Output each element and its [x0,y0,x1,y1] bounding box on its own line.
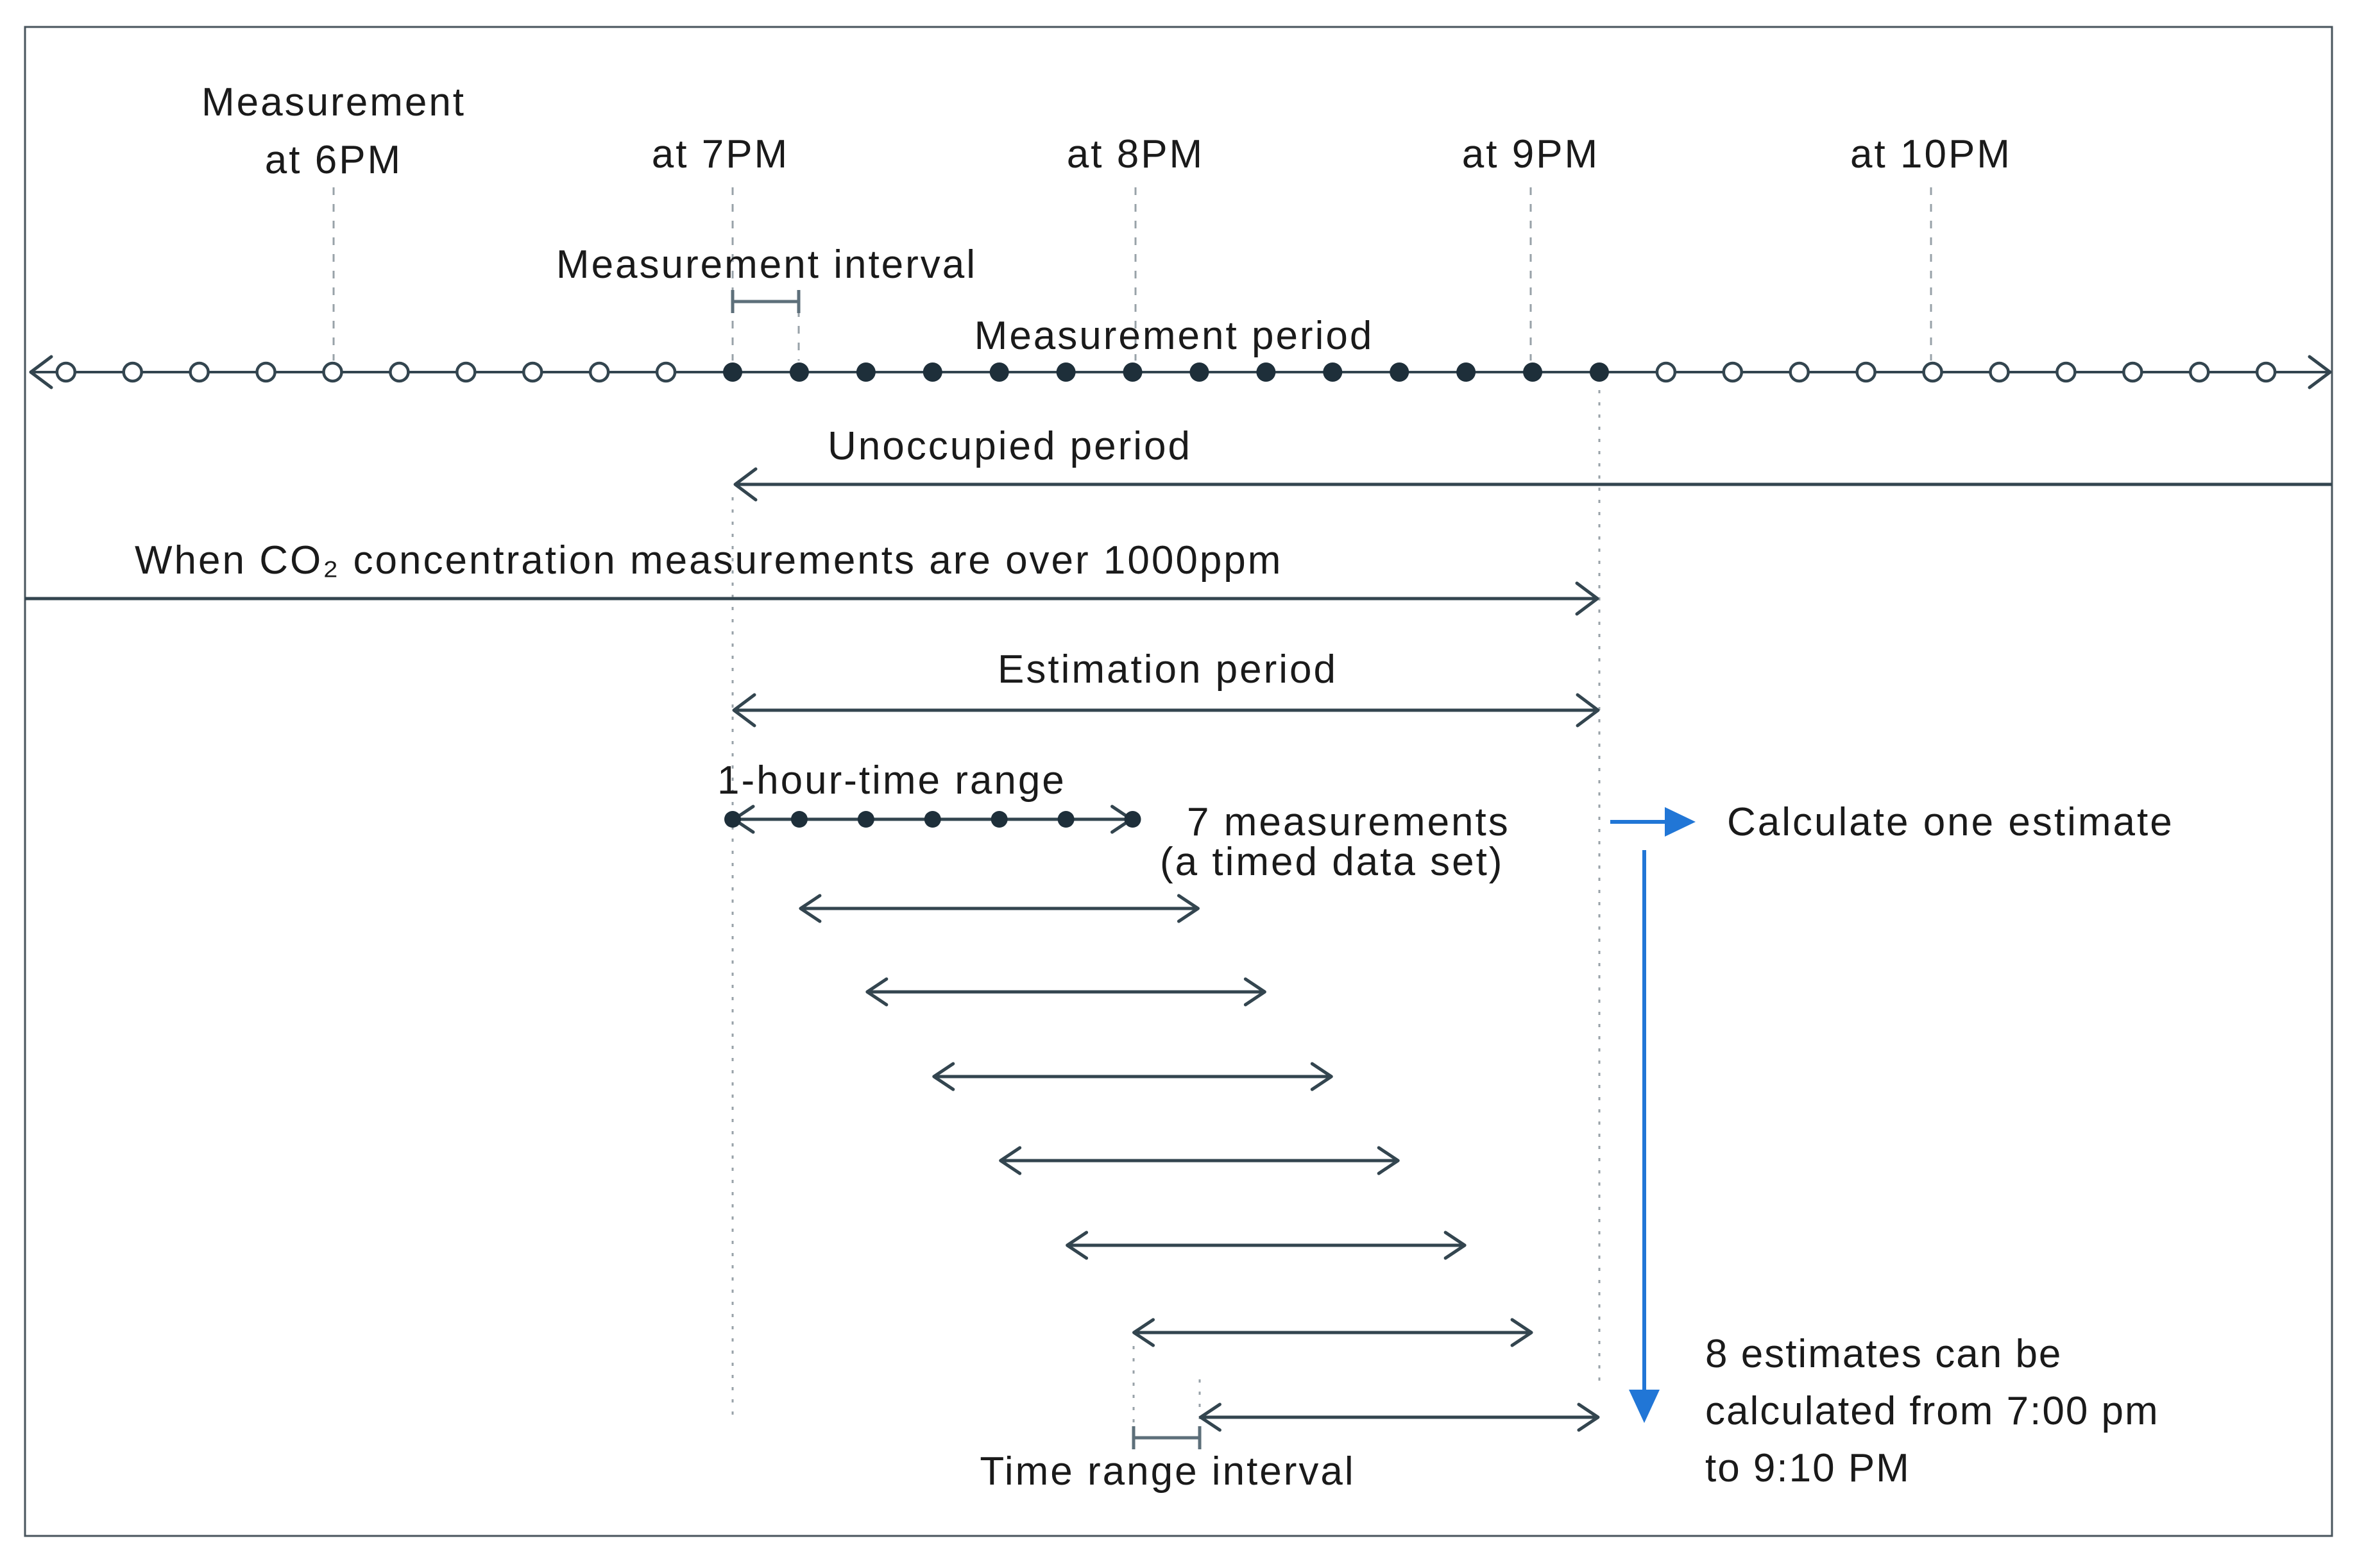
open-measurement-dot [322,361,343,383]
label-co2-condition: When CO₂ concentration measurements are … [135,538,1283,583]
filled-measurement-dot [1589,362,1609,382]
left-arrow-icon [932,1062,955,1091]
label-line: 8 estimates can be [1705,1332,2063,1376]
timeline-axis [29,355,2332,389]
frame-border [24,26,2333,1537]
right-arrow-icon [1577,1402,1600,1432]
left-arrow-icon [1066,1231,1089,1260]
label-line: calculated from 7:00 pm [1705,1389,2159,1433]
right-arrow-icon [1377,1146,1400,1175]
range-measurement-dot [991,811,1008,828]
left-arrow-icon [732,693,756,728]
co2-threshold-arrow [25,581,1599,616]
range-measurement-dot [1124,811,1141,828]
range-measurement-dot [1057,811,1075,828]
measurement-dots-and-ranges [55,361,2277,1432]
estimates-flow-arrow-icon [1629,850,1660,1423]
right-arrow-icon [1575,581,1599,616]
filled-measurement-dot [1323,362,1343,382]
label-estimation-period: Estimation period [997,647,1338,692]
open-measurement-dot [588,361,610,383]
filled-measurement-dot [1256,362,1276,382]
open-measurement-dot [122,361,143,383]
label-calculate-one-estimate: Calculate one estimate [1727,800,2174,844]
label-at-8pm: at 8PM [1066,132,1205,176]
open-measurement-dot [1789,361,1810,383]
filled-measurement-dot [1123,362,1143,382]
label-unoccupied-period: Unoccupied period [827,424,1193,468]
open-measurement-dot [2255,361,2277,383]
open-measurement-dot [522,361,543,383]
left-arrow-icon [865,977,889,1007]
filled-measurement-dot [856,362,876,382]
filled-measurement-dot [1390,362,1409,382]
open-measurement-dot [1989,361,2010,383]
filled-measurement-dot [789,362,809,382]
open-measurement-dot [55,361,77,383]
open-measurement-dot [189,361,210,383]
filled-measurement-dot [989,362,1009,382]
time-guide-lines [332,187,1932,1436]
open-measurement-dot [2055,361,2077,383]
label-1-hour-time-range: 1-hour-time range [717,758,1066,803]
open-measurement-dot [255,361,277,383]
label-8-estimates: 8 estimates can be calculated from 7:00 … [1705,1325,2159,1497]
label-measurement-period: Measurement period [974,314,1374,358]
unoccupied-period-arrow [733,467,2332,502]
right-arrow-icon [1576,693,1600,728]
label-measurement-interval: Measurement interval [556,243,978,287]
right-arrow-icon [1443,1231,1467,1260]
label-line: at 6PM [264,138,403,182]
open-measurement-dot [2188,361,2210,383]
range-measurement-dot [790,811,808,828]
range-measurement-dot [924,811,941,828]
range-measurement-dot [857,811,874,828]
estimation-period-arrow [732,693,1600,728]
right-arrow-icon [1510,1318,1533,1347]
open-measurement-dot [1855,361,1876,383]
range-measurement-dot [724,811,741,828]
open-measurement-dot [655,361,677,383]
label-time-range-interval: Time range interval [980,1449,1356,1494]
timeline-left-arrow-icon [29,355,53,389]
left-arrow-icon [1132,1318,1155,1347]
label-7-measurements: 7 measurements [1187,800,1510,844]
open-measurement-dot [1655,361,1677,383]
label-timed-data-set: (a timed data set) [1160,840,1504,884]
open-measurement-dot [455,361,477,383]
right-arrow-icon [1243,977,1266,1007]
open-measurement-dot [2122,361,2143,383]
timeline-right-arrow-icon [2308,355,2332,389]
left-arrow-icon [1198,1402,1221,1432]
filled-measurement-dot [1523,362,1543,382]
filled-measurement-dot [1189,362,1209,382]
label-at-9pm: at 9PM [1461,132,1600,176]
open-measurement-dot [389,361,410,383]
left-arrow-icon [799,894,822,923]
left-arrow-icon [999,1146,1022,1175]
time-range-interval-bracket [1132,1426,1202,1449]
label-at-10pm: at 10PM [1850,132,2012,176]
open-measurement-dot [1722,361,1744,383]
open-measurement-dot [1922,361,1943,383]
filled-measurement-dot [1056,362,1076,382]
measurement-interval-bracket [731,290,801,313]
left-arrow-icon [733,467,758,502]
right-arrow-icon [1310,1062,1333,1091]
label-at-7pm: at 7PM [651,132,790,176]
filled-measurement-dot [1456,362,1476,382]
right-arrow-icon [1177,894,1200,923]
label-line: Measurement [201,80,466,124]
calculate-arrow-icon [1610,807,1696,837]
filled-measurement-dot [923,362,942,382]
label-line: to 9:10 PM [1705,1446,1910,1490]
label-measurement-at-6pm: Measurement at 6PM [201,74,466,189]
filled-measurement-dot [723,362,742,382]
